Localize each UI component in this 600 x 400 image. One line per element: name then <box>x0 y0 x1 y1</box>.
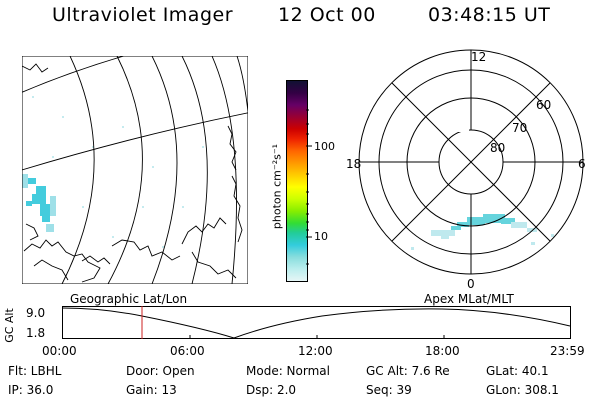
timeline-xtick-1800: 18:00 <box>425 344 460 358</box>
mlt-label-0: 0 <box>467 277 475 291</box>
info-glon: GLon: 308.1 <box>486 383 559 397</box>
colorbar-tick-100: 100 <box>314 140 335 153</box>
auroral-bright-patch <box>26 178 50 222</box>
colorbar-ticks <box>306 109 312 265</box>
info-gc-alt: GC Alt: 7.6 Re <box>366 364 450 378</box>
mlt-label-12: 12 <box>471 50 487 64</box>
mlt-radial-lines <box>359 50 583 274</box>
image-date: 12 Oct 00 <box>278 4 376 26</box>
mlt-label-6: 6 <box>578 157 586 171</box>
timeline-ylabel: GC Alt <box>2 308 16 343</box>
geographic-map-panel <box>22 56 248 284</box>
mlt-label-18: 18 <box>346 157 362 171</box>
info-filter: Flt: LBHL <box>8 364 62 378</box>
mlat-label-60: 60 <box>536 98 552 112</box>
info-mode: Mode: Normal <box>246 364 330 378</box>
info-dsp: Dsp: 2.0 <box>246 383 297 397</box>
auroral-oval-emission <box>451 214 515 230</box>
info-door: Door: Open <box>126 364 195 378</box>
left-panel-caption: Geographic Lat/Lon <box>70 292 188 306</box>
timeline-ytick-9: 9.0 <box>26 306 46 320</box>
timeline-xtick-0600: 06:00 <box>170 344 205 358</box>
timeline-ytick-1-8: 1.8 <box>26 326 46 340</box>
longitude-grid <box>61 56 248 284</box>
info-glat: GLat: 40.1 <box>486 364 549 378</box>
timeline-xtick-1200: 12:00 <box>298 344 333 358</box>
coastlines <box>22 63 243 283</box>
image-time: 03:48:15 UT <box>428 4 551 26</box>
intensity-colorbar <box>286 80 308 282</box>
right-panel-caption: Apex MLat/MLT <box>424 292 514 306</box>
info-seq: Seq: 39 <box>366 383 412 397</box>
info-ip: IP: 36.0 <box>8 383 54 397</box>
auroral-emission-speckles <box>32 96 204 248</box>
colorbar-unit-label: photon cm⁻²s⁻¹ <box>270 143 284 230</box>
altitude-timeline <box>62 306 571 339</box>
mlat-label-70: 70 <box>512 121 528 135</box>
timeline-xtick-0000: 00:00 <box>42 344 77 358</box>
timeline-xtick-2359: 23:59 <box>550 344 585 358</box>
polar-plot-panel <box>358 49 584 275</box>
mlat-label-80: 80 <box>490 141 506 155</box>
app-title: Ultraviolet Imager <box>52 4 234 26</box>
colorbar-tick-10: 10 <box>314 230 328 243</box>
latitude-grid <box>22 56 248 171</box>
info-gain: Gain: 13 <box>126 383 177 397</box>
